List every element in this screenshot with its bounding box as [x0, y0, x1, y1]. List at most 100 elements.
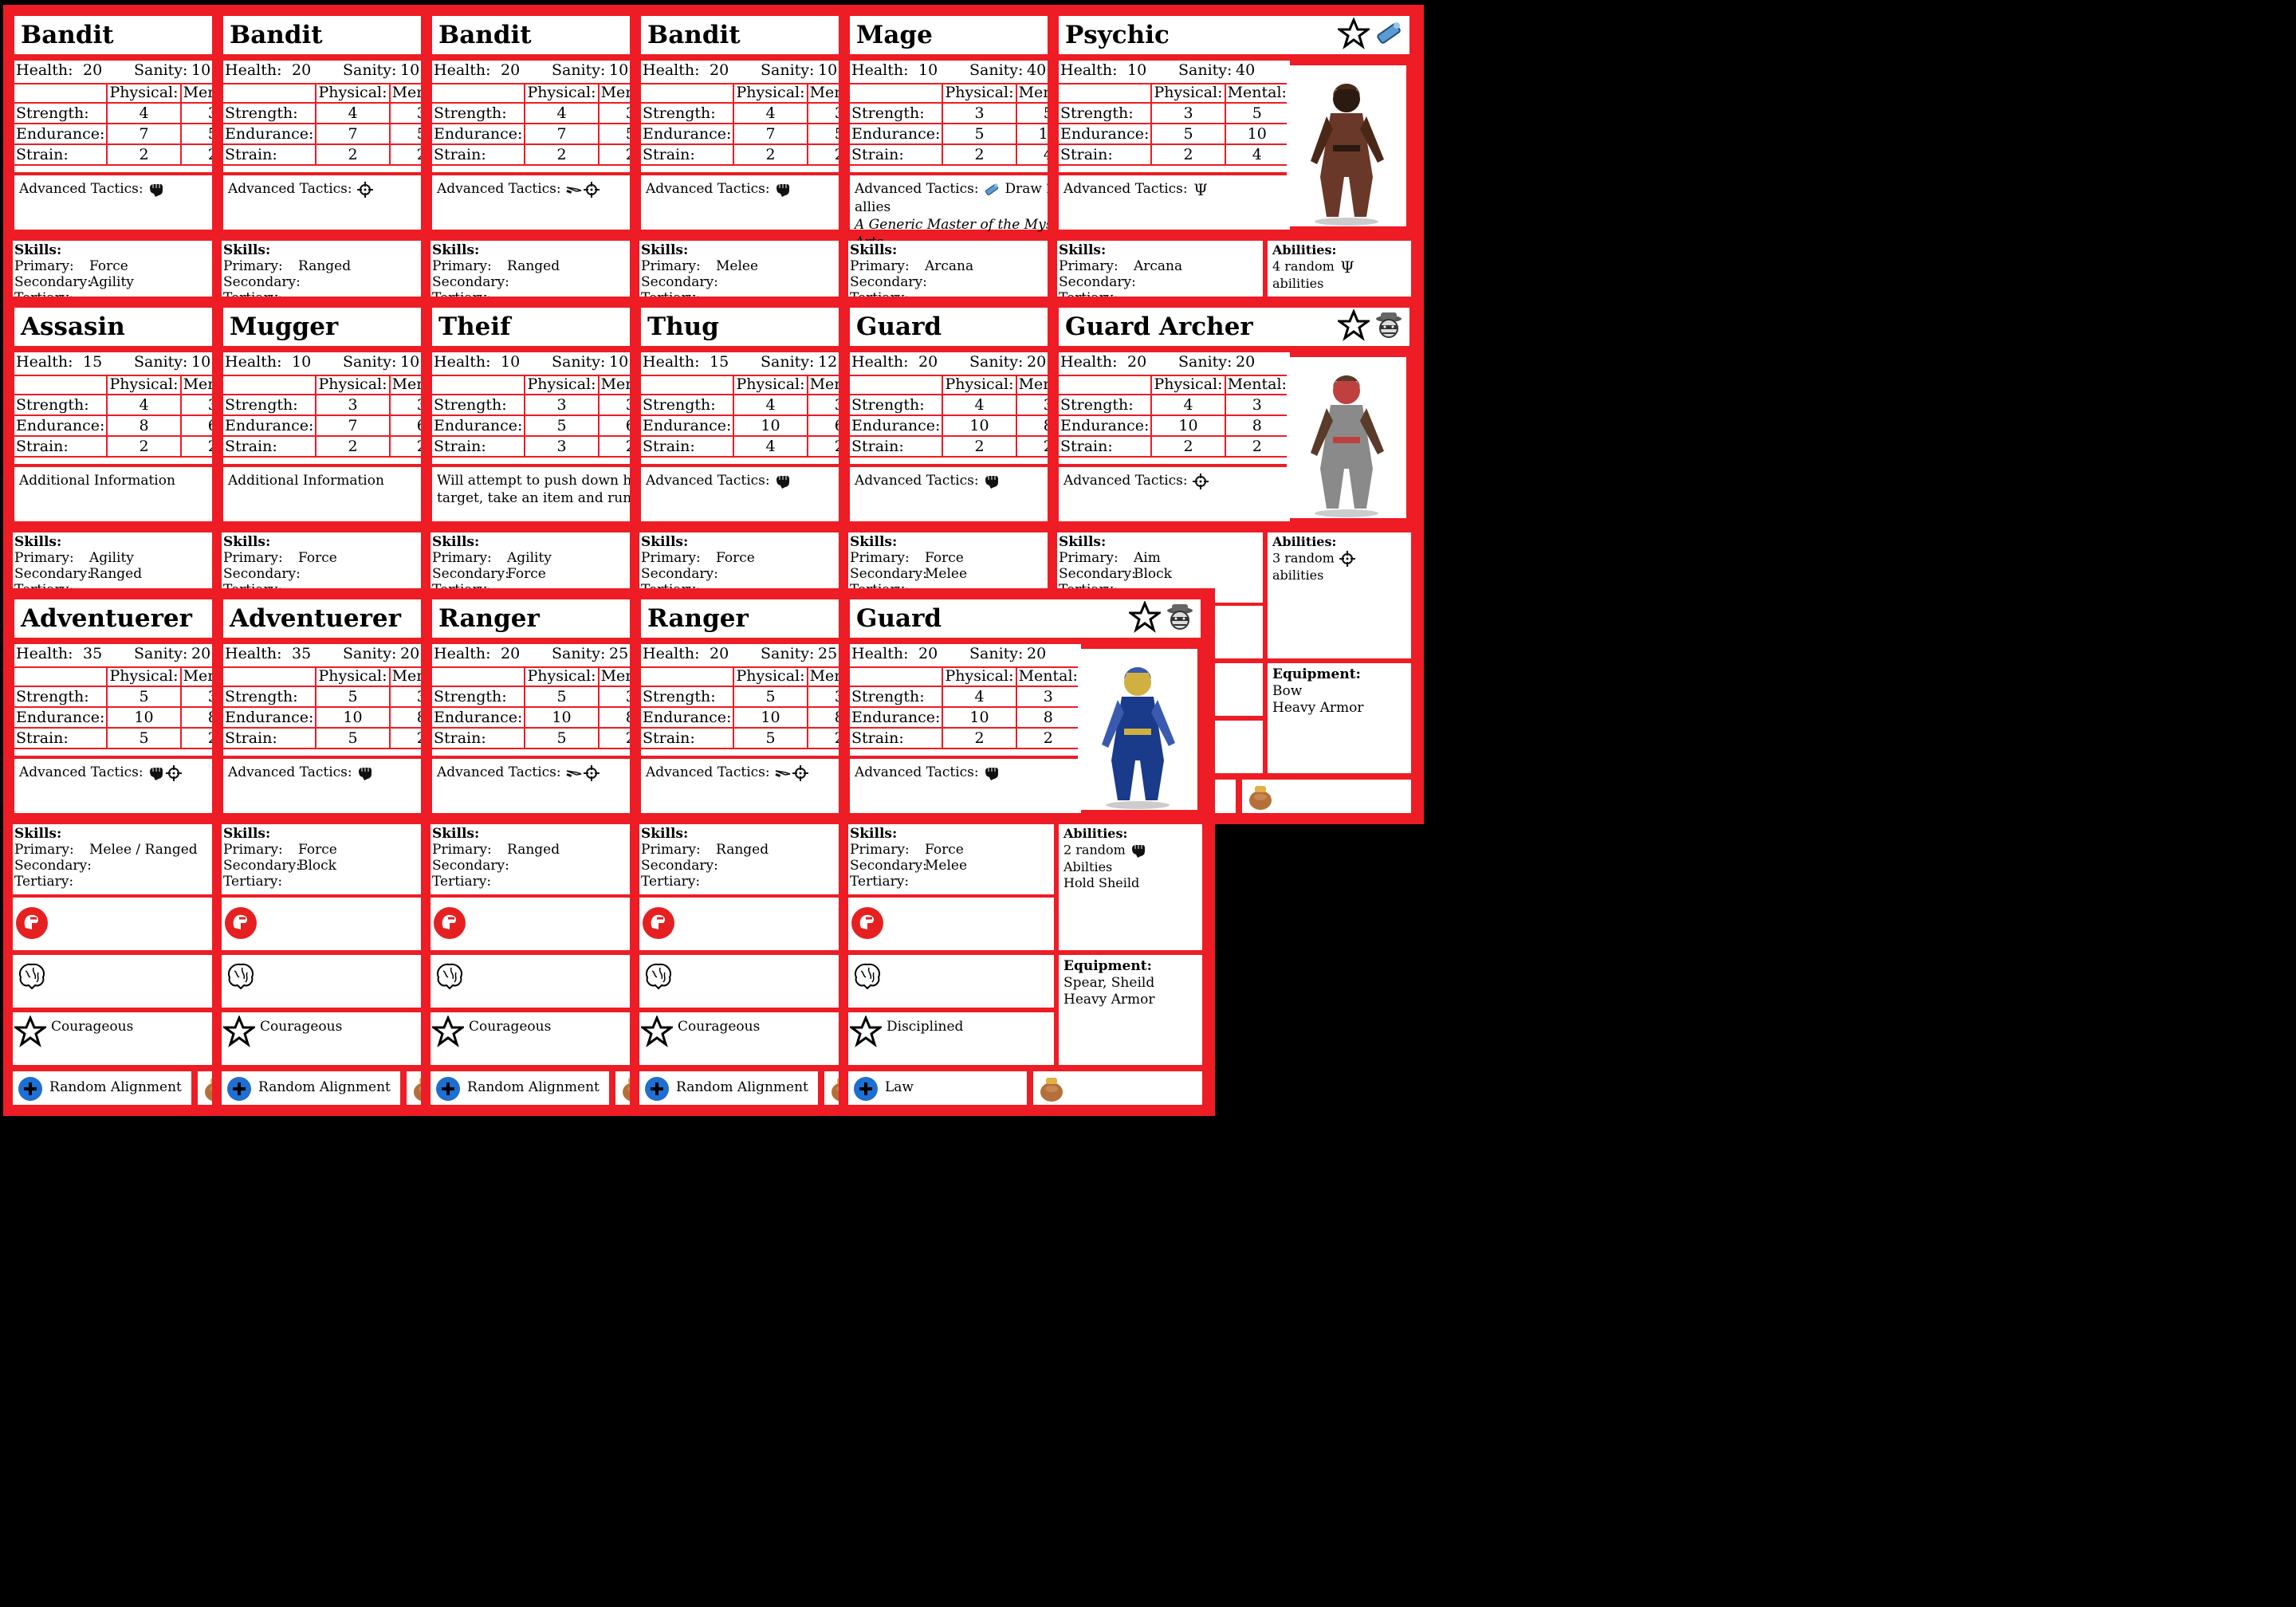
health-label: Health: — [643, 645, 700, 662]
endurance-physical: 7 — [107, 124, 182, 145]
health-value: 10 — [501, 353, 521, 371]
endurance-physical: 10 — [525, 707, 600, 729]
tertiary-label: Tertiary: — [223, 874, 283, 890]
scroll-icon — [1373, 18, 1405, 49]
secondary-label: Secondary: — [223, 858, 301, 874]
abilities-label: Abilities: — [1272, 242, 1337, 257]
secondary-skill: Ranged — [89, 566, 143, 582]
stat-table: Health:20Sanity:10Physical:Mental:Streng… — [432, 61, 664, 172]
endurance-physical: 8 — [107, 415, 182, 437]
mental-trait-box — [431, 955, 636, 1008]
health-sanity-row: Health: 20 Sanity: 25 — [641, 644, 872, 668]
health-label: Health: — [434, 61, 491, 79]
skills-label: Skills: — [432, 242, 480, 258]
sanity-label: Sanity: — [969, 61, 1024, 79]
stat-table: Health:20Sanity:10Physical:Mental:Streng… — [641, 61, 873, 172]
stat-table: Health:10Sanity:10Physical:Mental:Streng… — [223, 352, 455, 464]
physical-trait-box — [848, 898, 1054, 950]
health-value: 35 — [83, 645, 103, 662]
health-sanity-row: Health: 15 Sanity: 10 — [14, 352, 246, 376]
strength-label: Strength: — [850, 103, 944, 124]
physical-header: Physical: — [733, 666, 808, 687]
endurance-mental: 8 — [1225, 415, 1291, 437]
tactics-text: Advanced Tactics: — [646, 764, 770, 780]
strength-physical: 4 — [733, 103, 808, 124]
physical-header: Physical: — [525, 83, 600, 104]
sanity-label: Sanity: — [761, 61, 815, 79]
personality-trait-box: Disciplined — [847, 1012, 1054, 1065]
sanity-value: 25 — [609, 645, 629, 662]
physical-header: Physical: — [316, 666, 391, 687]
brain-icon — [14, 958, 49, 993]
tactics-text: Advanced Tactics: — [1063, 181, 1188, 197]
endurance-label: Endurance: — [223, 415, 317, 437]
primary-skill: Aim — [1134, 550, 1161, 566]
sanity-value: 40 — [1027, 61, 1047, 79]
secondary-label: Secondary: — [850, 566, 927, 582]
tactics-box: Advanced Tactics: — [1059, 467, 1290, 521]
tactics-box: Will attempt to push down his target, ta… — [432, 467, 663, 521]
primary-label: Primary: — [1059, 550, 1119, 566]
bowman-portrait — [1287, 357, 1406, 518]
crosshair-icon — [356, 181, 374, 198]
primary-skill: Arcana — [925, 258, 974, 274]
sanity-value: 10 — [609, 61, 629, 79]
abilities-text: 2 random — [1063, 842, 1126, 858]
star-icon — [12, 1015, 49, 1047]
psi-icon: Ψ — [1192, 181, 1209, 198]
health-label: Health: — [16, 353, 73, 371]
stat-table: Health:35Sanity:20Physical:Mental:Streng… — [223, 644, 455, 756]
health-sanity-row: Health: 20 Sanity: 25 — [432, 644, 663, 668]
endurance-physical: 10 — [942, 707, 1017, 729]
strain-label: Strain: — [432, 436, 526, 458]
muscle-icon — [14, 906, 49, 941]
personality-trait-text: Courageous — [678, 1019, 761, 1035]
physical-trait-box — [639, 898, 845, 950]
tactics-text: Additional Information — [228, 473, 384, 489]
tactics-box: Advanced Tactics: — [14, 759, 246, 813]
health-sanity-row: Health: 10 Sanity: 40 — [850, 61, 1081, 84]
strength-label: Strength: — [1059, 103, 1153, 124]
strength-mental: 3 — [1016, 686, 1082, 708]
physical-header: Physical: — [733, 83, 808, 104]
class-icons — [1129, 601, 1196, 633]
fist-icon — [774, 181, 792, 198]
strength-label: Strength: — [432, 686, 526, 708]
personality-trait-text: Courageous — [469, 1019, 552, 1035]
mental-header: Mental: — [1225, 83, 1291, 104]
strain-label: Strain: — [223, 144, 317, 166]
tactics-text: Advanced Tactics: — [646, 181, 770, 197]
tactics-box: Additional Information — [223, 467, 454, 521]
tactics-box: Advanced Tactics: Ψ — [1059, 175, 1290, 230]
tactics-box: Advanced Tactics: — [432, 175, 663, 230]
primary-label: Primary: — [641, 550, 701, 566]
primary-skill: Arcana — [1134, 258, 1183, 274]
skills-label: Skills: — [850, 534, 898, 550]
primary-skill: Ranged — [507, 842, 560, 858]
sanity-label: Sanity: — [134, 61, 188, 79]
secondary-label: Secondary: — [223, 566, 301, 582]
card-title-bar: Psychic — [1059, 16, 1409, 54]
skills-label: Skills: — [432, 826, 480, 842]
strain-physical: 4 — [733, 436, 808, 458]
physical-header: Physical: — [1151, 375, 1226, 395]
strain-physical: 5 — [525, 728, 600, 749]
star-icon — [1129, 601, 1161, 633]
equipment-label: Equipment: — [1063, 958, 1152, 974]
strength-label: Strength: — [432, 395, 526, 416]
secondary-label: Secondary: — [14, 566, 92, 582]
abilities-box: Abilities: 3 random abilities — [1268, 532, 1411, 658]
health-sanity-row: Health: 20 Sanity: 10 — [223, 61, 454, 84]
endurance-physical: 10 — [1151, 415, 1226, 437]
strength-mental: 5 — [1225, 103, 1291, 124]
primary-skill: Melee / Ranged — [89, 842, 198, 858]
skills-box: Skills: Primary: Melee / Ranged Secondary: T… — [13, 824, 218, 894]
fist-icon — [774, 473, 792, 490]
fist-icon — [983, 473, 1001, 490]
primary-label: Primary: — [223, 842, 283, 858]
strain-physical: 2 — [1151, 144, 1226, 166]
strain-label: Strain: — [14, 728, 108, 749]
